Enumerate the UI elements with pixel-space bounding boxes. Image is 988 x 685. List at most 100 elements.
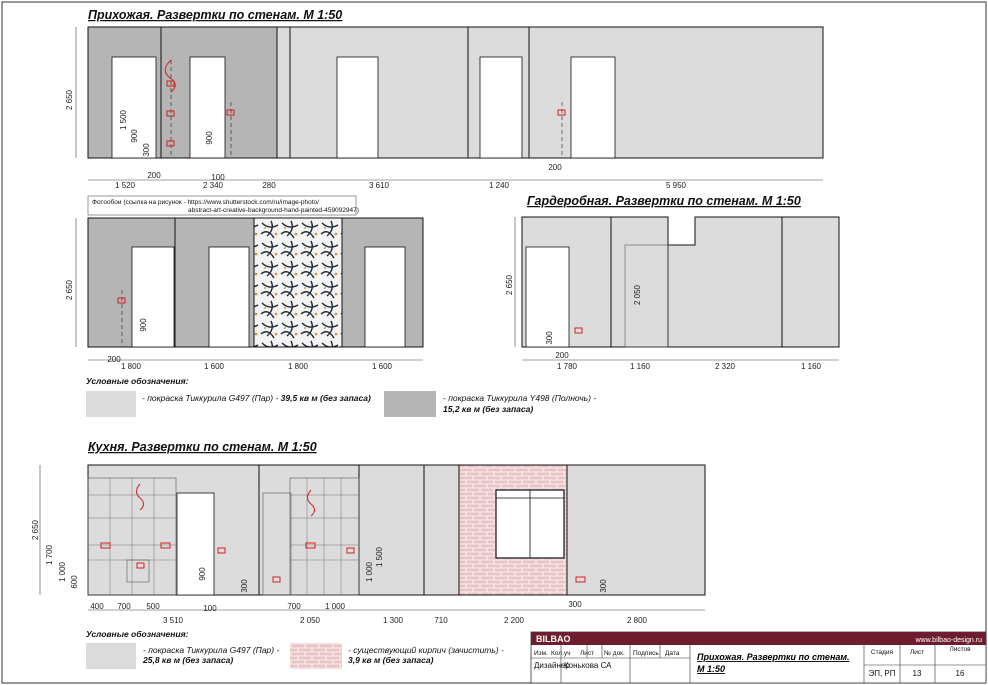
wardrobe-door-height: 2 050 bbox=[633, 284, 642, 305]
sheet-label: Лист bbox=[910, 649, 924, 656]
dim-label: 1 000 bbox=[365, 561, 374, 582]
dim-label: 600 bbox=[70, 575, 79, 589]
dim-label: 1 780 bbox=[557, 362, 578, 371]
sheets-value: 16 bbox=[956, 669, 965, 678]
dim-label: 300 bbox=[545, 331, 554, 345]
brand-site: www.bilbao-design.ru bbox=[914, 637, 982, 644]
door-opening bbox=[624, 244, 669, 348]
door bbox=[208, 246, 250, 348]
legend1-item2-text: - покраска Тиккурила Y498 (Полночь) - bbox=[443, 393, 596, 403]
dim-label: 300 bbox=[240, 579, 249, 593]
outlet-icon bbox=[575, 576, 586, 583]
header-sign: Подпись bbox=[633, 650, 659, 657]
dim-label: 300 bbox=[142, 143, 151, 157]
dim-label: 200 bbox=[555, 351, 569, 360]
hallway-row2-height: 2 650 bbox=[65, 279, 74, 300]
door bbox=[189, 56, 226, 159]
switch-icon bbox=[217, 547, 226, 554]
kitchen-cabinets bbox=[289, 477, 360, 596]
door bbox=[111, 56, 157, 159]
header-izm: Изм. bbox=[534, 650, 548, 657]
outlet-icon bbox=[166, 110, 175, 117]
dim-label: 1 000 bbox=[58, 561, 67, 582]
dim-label: 400 bbox=[90, 602, 104, 611]
sheet-value: 13 bbox=[913, 669, 922, 678]
legend1-item1-bold: 39,5 кв м (без запаса) bbox=[281, 393, 371, 403]
door bbox=[336, 56, 379, 159]
role: Дизайнер bbox=[534, 661, 570, 670]
door bbox=[479, 56, 523, 159]
dim-label: 710 bbox=[434, 616, 448, 625]
header-doc: № док. bbox=[604, 650, 625, 657]
legend2-item2-text: - существующий кирпич (зачистить) - bbox=[348, 645, 504, 655]
kitchen-elevation bbox=[87, 464, 706, 596]
dim-label: 900 bbox=[205, 131, 214, 145]
outlet-icon bbox=[305, 542, 316, 549]
dim-label: 3 610 bbox=[369, 181, 390, 190]
dim-label: 1 800 bbox=[288, 362, 309, 371]
dim-label: 1 240 bbox=[489, 181, 510, 190]
wardrobe-height: 2 650 bbox=[505, 274, 514, 295]
legend-swatch-light bbox=[86, 643, 136, 669]
legend1-item2-bold: 15,2 кв м (без запаса) bbox=[443, 404, 533, 414]
stage-label: Стадия bbox=[871, 649, 894, 656]
hallway-elevation-row1 bbox=[87, 26, 824, 159]
header-kol: Кол.уч bbox=[551, 650, 571, 657]
dim-label: 700 bbox=[287, 602, 301, 611]
dim-label: 5 950 bbox=[666, 181, 687, 190]
outlet-icon bbox=[574, 327, 583, 334]
dim-label: 100 bbox=[211, 173, 225, 182]
stage-value: ЭП, РП bbox=[868, 669, 895, 678]
title-block: BILBAO www.bilbao-design.ru Изм. Кол.уч … bbox=[530, 631, 987, 684]
dim-label: 1 700 bbox=[45, 544, 54, 565]
dim-label: 3 510 bbox=[163, 616, 184, 625]
legend2-item2-bold: 3,9 кв м (без запаса) bbox=[348, 655, 434, 665]
outlet-icon bbox=[160, 542, 171, 549]
dim-label: 2 200 bbox=[504, 616, 525, 625]
dim-label: 700 bbox=[117, 602, 131, 611]
dim-label: 300 bbox=[599, 579, 608, 593]
brand-bar bbox=[531, 632, 986, 645]
wardrobe-elevation bbox=[521, 216, 840, 348]
switch-icon bbox=[117, 297, 126, 304]
kitchen-height: 2 650 bbox=[31, 519, 40, 540]
dim-label: 100 bbox=[203, 604, 217, 613]
legend2-item1-bold: 25,8 кв м (без запаса) bbox=[142, 655, 233, 665]
sheet-title-1: Прихожая. Развертки по стенам. bbox=[697, 652, 850, 662]
photo-note-box bbox=[87, 195, 357, 216]
dim-label: 900 bbox=[130, 129, 139, 143]
sheet-title-2: М 1:50 bbox=[697, 664, 725, 674]
dim-label: 1 600 bbox=[372, 362, 393, 371]
outlet-icon bbox=[136, 562, 145, 569]
dim-label: 900 bbox=[139, 318, 148, 332]
oven bbox=[126, 559, 150, 583]
sheets-label: Листов bbox=[949, 646, 971, 653]
dim-label: 280 bbox=[262, 181, 276, 190]
door bbox=[525, 246, 570, 348]
dim-label: 500 bbox=[146, 602, 160, 611]
outlet-icon bbox=[272, 576, 281, 583]
hallway-height-dim: 2 650 bbox=[65, 89, 74, 110]
designer-name: Конькова СА bbox=[564, 661, 612, 670]
dim-label: 300 bbox=[568, 600, 582, 609]
legend-swatch-brick bbox=[290, 643, 342, 669]
legend1-title: Условные обозначения: bbox=[86, 376, 189, 386]
photo-note-line1: Фотообои (ссылка на рисунок - https://ww… bbox=[92, 198, 319, 206]
dim-label: 1 000 bbox=[325, 602, 346, 611]
outlet-icon bbox=[100, 542, 111, 549]
switch-icon bbox=[557, 109, 566, 116]
hallway-title: Прихожая. Развертки по стенам. М 1:50 bbox=[88, 8, 342, 22]
legend-swatch-light bbox=[86, 391, 136, 417]
dim-label: 200 bbox=[107, 355, 121, 364]
brand-logo: BILBAO bbox=[536, 634, 571, 644]
dim-label: 2 340 bbox=[203, 181, 224, 190]
legend-swatch-dark bbox=[384, 391, 436, 417]
dim-label: 1 160 bbox=[630, 362, 651, 371]
photo-note-line2: abstract-art-creative-background-hand-pa… bbox=[188, 207, 359, 214]
door bbox=[131, 246, 175, 348]
dim-label: 1 160 bbox=[801, 362, 822, 371]
dim-label: 1 800 bbox=[121, 362, 142, 371]
switch-icon bbox=[226, 109, 235, 116]
